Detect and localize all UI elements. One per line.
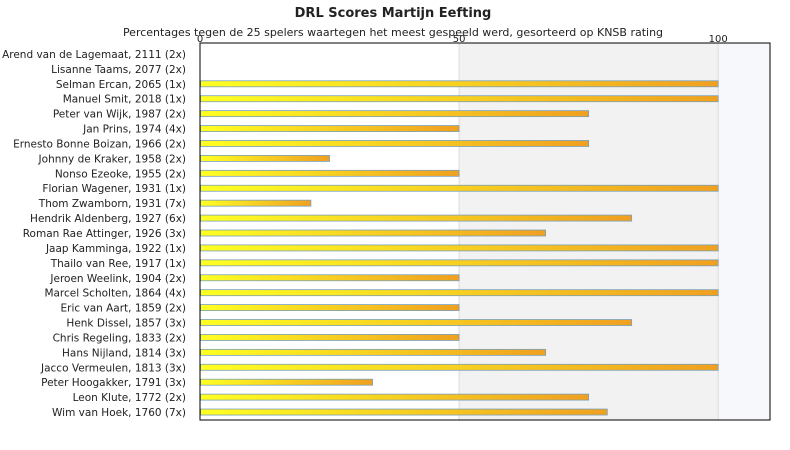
category-label: Jeroen Weelink, 1904 (2x) — [49, 273, 186, 285]
bar — [200, 363, 719, 371]
bar — [200, 110, 590, 118]
category-label: Hendrik Aldenberg, 1927 (6x) — [30, 213, 186, 225]
category-label: Henk Dissel, 1857 (3x) — [66, 318, 186, 330]
bar — [200, 214, 633, 222]
bar — [200, 125, 460, 132]
category-label: Leon Klute, 1772 (2x) — [73, 392, 186, 404]
bar — [200, 319, 633, 326]
bar — [200, 289, 719, 297]
tick-label-50: 50 — [453, 34, 466, 45]
category-label: Jaap Kamminga, 1922 (1x) — [45, 243, 186, 255]
bar — [200, 199, 312, 207]
category-label: Jacco Vermeulen, 1813 (3x) — [40, 362, 186, 374]
category-label: Manuel Smit, 2018 (1x) — [63, 94, 186, 106]
category-label: Eric van Aart, 1859 (2x) — [61, 303, 187, 315]
bar — [200, 80, 719, 88]
bar — [200, 244, 719, 252]
category-label: Peter van Wijk, 1987 (2x) — [53, 109, 186, 121]
bar — [200, 334, 460, 341]
bar — [200, 304, 460, 312]
category-label: Thailo van Ree, 1917 (1x) — [50, 258, 186, 270]
category-label: Arend van de Lagemaat, 2111 (2x) — [2, 49, 186, 61]
bars — [200, 80, 719, 416]
plot-frame — [199, 42, 771, 421]
tick-label-0: 0 — [197, 34, 203, 45]
bar — [200, 259, 719, 267]
bar — [200, 378, 373, 386]
category-label: Marcel Scholten, 1864 (4x) — [44, 288, 186, 300]
category-label: Hans Nijland, 1814 (3x) — [62, 347, 186, 359]
bar — [200, 169, 460, 177]
category-label: Roman Rae Attinger, 1926 (3x) — [23, 228, 186, 240]
bar — [200, 140, 590, 147]
band-100-max — [718, 43, 770, 420]
category-label: Thom Zwamborn, 1931 (7x) — [38, 198, 186, 210]
tick-label-100: 100 — [709, 34, 728, 45]
category-label: Lisanne Taams, 2077 (2x) — [51, 64, 186, 76]
chart-title: DRL Scores Martijn Eefting — [295, 6, 492, 21]
bar — [200, 408, 608, 416]
category-label: Chris Regeling, 1833 (2x) — [53, 332, 186, 344]
category-label: Ernesto Bonne Boizan, 1966 (2x) — [13, 138, 186, 150]
category-label: Jan Prins, 1974 (4x) — [82, 124, 186, 136]
category-label: Florian Wagener, 1931 (1x) — [42, 183, 186, 195]
category-label: Selman Ercan, 2065 (1x) — [56, 79, 186, 91]
bar — [200, 229, 547, 237]
bar — [200, 274, 460, 282]
bar — [200, 393, 590, 401]
tick-labels: 0 50 100 — [197, 34, 728, 45]
category-label: Peter Hoogakker, 1791 (3x) — [41, 377, 186, 389]
chart-subtitle: Percentages tegen de 25 spelers waartege… — [123, 26, 663, 39]
bar — [200, 348, 547, 356]
bar — [200, 154, 330, 162]
bar — [200, 95, 719, 103]
bar — [200, 184, 719, 192]
category-label: Nonso Ezeoke, 1955 (2x) — [55, 168, 186, 180]
category-label: Johnny de Kraker, 1958 (2x) — [38, 153, 186, 165]
category-label: Wim van Hoek, 1760 (7x) — [52, 407, 186, 419]
category-labels: Arend van de Lagemaat, 2111 (2x) Lisanne … — [2, 49, 186, 419]
